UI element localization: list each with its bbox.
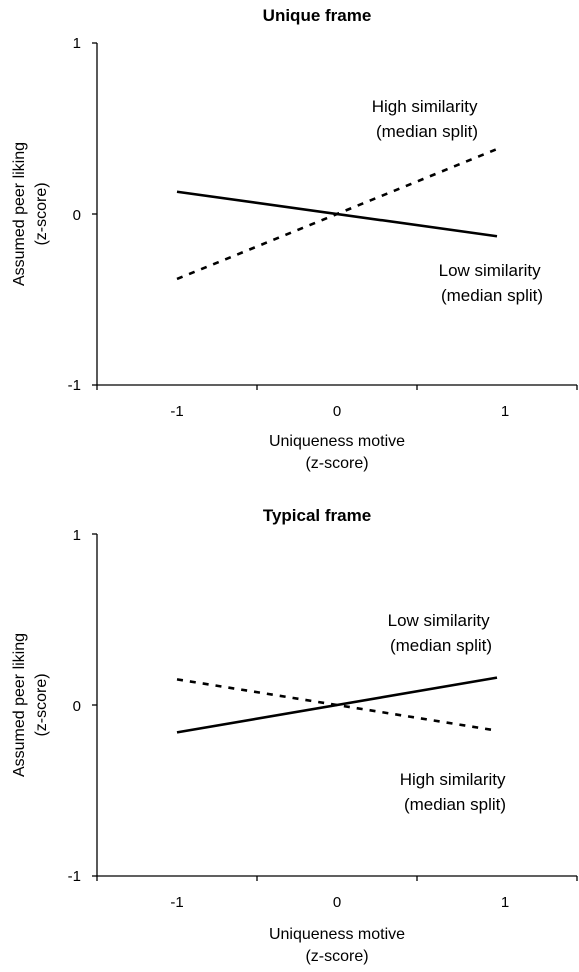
x-axis-label-line-2: (z-score): [305, 455, 368, 472]
y-axis-label-line-1: Assumed peer liking: [11, 633, 28, 777]
x-ticks: [96, 385, 578, 390]
y-tick-label-bottom: -1: [68, 868, 81, 885]
annotation-line-2: (median split): [376, 122, 478, 141]
x-tick-label-center: 0: [333, 403, 341, 420]
y-tick-label-middle: 0: [73, 698, 81, 715]
x-ticks: [96, 876, 578, 881]
x-tick-label-right: 1: [501, 894, 509, 911]
x-axis-label-line-1: Uniqueness motive: [269, 433, 405, 450]
x-tick-label-left: -1: [170, 894, 183, 911]
annotation-line-1: High similarity: [400, 770, 506, 789]
y-tick-label-bottom: -1: [68, 377, 81, 394]
y-ticks: [92, 42, 97, 386]
chart-unique-frame: Unique frame Assumed peer liking (z-scor…: [11, 6, 578, 472]
y-ticks: [92, 533, 97, 877]
annotation-line-1: Low similarity: [439, 261, 542, 280]
annotation-line-1: Low similarity: [388, 611, 491, 630]
annotation-high-similarity: High similarity (median split): [372, 97, 483, 141]
y-axis-label-line-1: Assumed peer liking: [11, 142, 28, 286]
y-tick-label-top: 1: [73, 527, 81, 544]
y-tick-label-middle: 0: [73, 207, 81, 224]
y-axis-label-line-2: (z-score): [33, 673, 50, 736]
y-tick-label-top: 1: [73, 35, 81, 52]
series-line-low-similarity: [176, 676, 498, 734]
y-axis-label-line-2: (z-score): [33, 182, 50, 245]
chart-typical-frame: Typical frame Assumed peer liking (z-sco…: [11, 506, 578, 965]
x-tick-label-left: -1: [170, 403, 183, 420]
y-axis-label: Assumed peer liking (z-score): [11, 142, 50, 286]
x-tick-label-right: 1: [501, 403, 509, 420]
y-axis-label: Assumed peer liking (z-score): [11, 633, 50, 777]
chart-title: Typical frame: [263, 506, 371, 525]
annotation-line-2: (median split): [404, 795, 506, 814]
annotation-line-2: (median split): [441, 286, 543, 305]
annotation-line-2: (median split): [390, 636, 492, 655]
x-axis-label-line-2: (z-score): [305, 948, 368, 965]
x-tick-label-center: 0: [333, 894, 341, 911]
annotation-low-similarity: Low similarity (median split): [388, 611, 495, 655]
series-line-low-similarity: [176, 190, 498, 238]
chart-title: Unique frame: [263, 6, 372, 25]
x-axis-label-line-1: Uniqueness motive: [269, 926, 405, 943]
series-line-high-similarity: [176, 678, 498, 732]
annotation-low-similarity: Low similarity (median split): [439, 261, 546, 305]
annotation-line-1: High similarity: [372, 97, 478, 116]
annotation-high-similarity: High similarity (median split): [400, 770, 511, 814]
